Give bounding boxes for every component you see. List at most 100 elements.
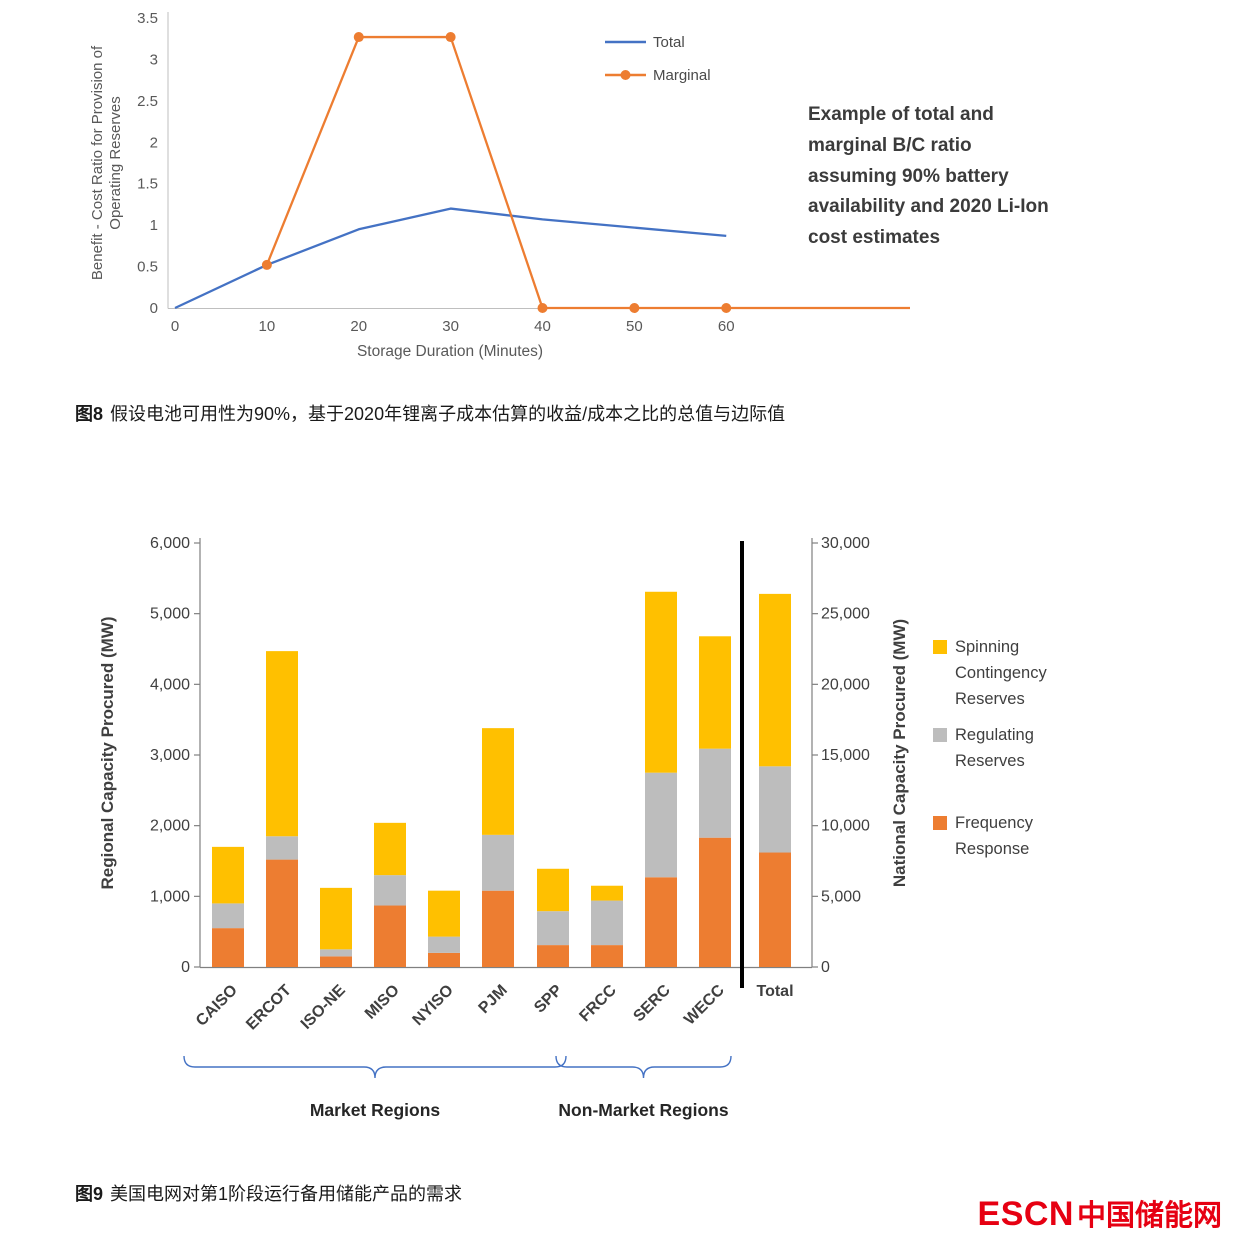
bar-wecc-regulating [699, 748, 731, 838]
category-label: SERC [630, 981, 674, 1025]
left-tick-label: 4,000 [150, 676, 190, 693]
legend-marker-sample [620, 70, 631, 80]
y-axis-title-text: Benefit - Cost Ratio for Provision ofOpe… [89, 45, 124, 280]
series-marker-marginal [721, 303, 732, 313]
chart1-annotation: Example of total and marginal B/C ratio … [808, 104, 1049, 249]
x-tick-label: 60 [718, 318, 735, 335]
figure9-caption-tag: 图9 [75, 1184, 104, 1204]
group-brace [183, 1055, 567, 1079]
left-axis-title: Regional Capacity Procured (MW) [98, 617, 117, 890]
series-marker-marginal [261, 259, 272, 270]
bar-spp-regulating [537, 911, 569, 946]
series-marker-marginal [353, 32, 364, 43]
figure8-caption: 图8 假设电池可用性为90%，基于2020年锂离子成本估算的收益/成本之比的总值与… [75, 400, 785, 426]
left-tick-label: 5,000 [150, 606, 190, 623]
bar-nyiso-regulating [428, 936, 460, 953]
bar-frcc-frequency [591, 945, 623, 967]
left-tick-label: 1,000 [150, 888, 190, 905]
legend-swatch [933, 728, 947, 742]
y-tick-label: 2.5 [137, 93, 158, 110]
figure9-caption-text: 美国电网对第1阶段运行备用储能产品的需求 [110, 1184, 463, 1204]
y-tick-label: 3 [150, 51, 158, 68]
group-brace [555, 1055, 732, 1079]
right-tick-label: 10,000 [821, 818, 870, 835]
category-label: CAISO [193, 982, 241, 1030]
category-label: ERCOT [243, 982, 295, 1034]
y-tick-label: 2 [150, 134, 158, 151]
bar-iso-ne-spinning [320, 887, 352, 950]
x-tick-label: 50 [626, 318, 643, 335]
bar-serc-regulating [645, 772, 677, 878]
bar-nyiso-spinning [428, 890, 460, 937]
legend-label: Regulating [955, 726, 1034, 744]
y-tick-label: 0.5 [137, 259, 158, 276]
x-tick-label: 0 [171, 318, 179, 335]
bar-miso-regulating [374, 875, 406, 906]
x-tick-label: 30 [442, 318, 459, 335]
y-tick-label: 1.5 [137, 176, 158, 193]
legend-swatch [933, 640, 947, 654]
group-label: Non-Market Regions [558, 1100, 728, 1120]
bar-iso-ne-regulating [320, 949, 352, 957]
right-tick-label: 25,000 [821, 606, 870, 623]
category-label: NYISO [410, 982, 457, 1029]
figure9-caption: 图9 美国电网对第1阶段运行备用储能产品的需求 [75, 1180, 462, 1206]
bar-iso-ne-frequency [320, 956, 352, 967]
legend-label: Marginal [653, 67, 711, 84]
bar-ercot-frequency [266, 859, 298, 967]
figure8-caption-tag: 图8 [75, 404, 104, 424]
series-line-total [174, 207, 727, 310]
escn-logo-latin: ESCN [977, 1195, 1074, 1233]
category-label: WECC [681, 981, 728, 1028]
left-tick-label: 0 [181, 959, 190, 976]
right-axis-title-text: National Capacity Procured (MW) [890, 619, 909, 887]
category-label: MISO [362, 982, 403, 1023]
bar-spp-spinning [537, 868, 569, 912]
bar-wecc-spinning [699, 636, 731, 749]
legend-swatch [933, 816, 947, 830]
group-label: Market Regions [310, 1100, 441, 1120]
legend-label: Reserves [955, 752, 1025, 770]
category-label: PJM [476, 982, 511, 1017]
stacked-bar-chart: 0 0 1,000 5,000 2,000 10,000 3,000 15,000 4,000 2… [98, 535, 1047, 1120]
y-axis-title: Benefit - Cost Ratio for Provision ofOpe… [89, 45, 124, 280]
bar-total-frequency [759, 852, 791, 967]
bar-caiso-spinning [212, 846, 244, 904]
legend-label: Frequency [955, 814, 1034, 832]
bar-spp-frequency [537, 945, 569, 967]
bar-pjm-regulating [482, 834, 514, 891]
bar-serc-spinning [645, 591, 677, 773]
bar-frcc-spinning [591, 885, 623, 901]
bar-total-spinning [759, 593, 791, 767]
x-tick-label: 20 [350, 318, 367, 335]
right-tick-label: 20,000 [821, 676, 870, 693]
left-tick-label: 6,000 [150, 535, 190, 552]
y-tick-label: 3.5 [137, 10, 158, 27]
series-marker-marginal [629, 303, 640, 313]
legend-label: Contingency [955, 664, 1047, 682]
bar-pjm-spinning [482, 728, 514, 835]
legend-label: Reserves [955, 690, 1025, 708]
x-tick-label: 40 [534, 318, 551, 335]
legend-label: Spinning [955, 638, 1019, 656]
right-axis-title: National Capacity Procured (MW) [890, 619, 909, 887]
bar-pjm-frequency [482, 890, 514, 967]
y-tick-label: 0 [150, 300, 158, 317]
bar-serc-frequency [645, 877, 677, 967]
left-axis-title-text: Regional Capacity Procured (MW) [98, 617, 117, 890]
escn-logo-chinese: 中国储能网 [1076, 1200, 1222, 1232]
bar-caiso-regulating [212, 903, 244, 929]
escn-logo: ESCN 中国储能网 [978, 1192, 1222, 1234]
bar-total-regulating [759, 766, 791, 853]
bar-miso-spinning [374, 822, 406, 876]
left-tick-label: 3,000 [150, 747, 190, 764]
category-label: FRCC [576, 981, 620, 1025]
x-tick-label: 10 [259, 318, 276, 335]
series-marker-marginal [445, 32, 456, 43]
bar-frcc-regulating [591, 900, 623, 946]
left-tick-label: 2,000 [150, 818, 190, 835]
series-marker-marginal [537, 303, 548, 313]
legend-label: Response [955, 840, 1029, 858]
right-tick-label: 5,000 [821, 888, 861, 905]
